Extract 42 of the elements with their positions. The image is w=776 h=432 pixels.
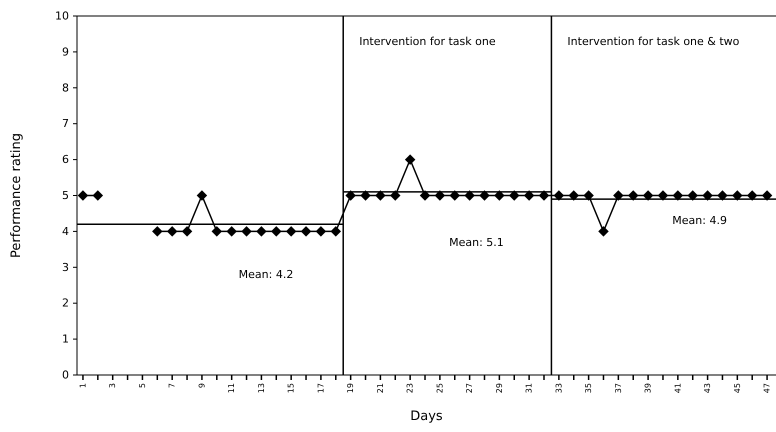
y-tick-label: 5 — [62, 189, 69, 202]
x-tick-label: 23 — [406, 383, 415, 394]
x-tick-label: 1 — [78, 383, 88, 388]
y-tick-label: 7 — [62, 117, 69, 130]
annotation: Mean: 5.1 — [449, 236, 504, 249]
y-tick-label: 10 — [55, 10, 69, 22]
y-tick-label: 2 — [62, 296, 69, 310]
ref-line-label: Intervention for task one & two — [567, 35, 740, 48]
annotation: Mean: 4.2 — [238, 268, 294, 282]
x-tick-label: 33 — [554, 383, 564, 394]
x-tick-label: 39 — [644, 383, 653, 394]
x-tick-label: 9 — [197, 383, 206, 388]
x-tick-label: 17 — [316, 383, 326, 394]
x-tick-label: 35 — [584, 383, 594, 394]
y-tick-label: 6 — [62, 153, 69, 166]
y-tick-label: 9 — [62, 45, 69, 58]
x-tick-label: 5 — [138, 383, 147, 388]
x-tick-label: 37 — [614, 383, 623, 394]
x-tick-label: 29 — [494, 383, 504, 394]
x-tick-label: 3 — [108, 383, 118, 388]
y-axis-title: Performance rating — [9, 132, 24, 258]
y-tick-label: 3 — [62, 260, 69, 274]
x-tick-label: 25 — [435, 383, 444, 394]
y-tick-label: 8 — [62, 81, 69, 94]
x-tick-label: 13 — [256, 383, 266, 394]
ref-line-label: Intervention for task one — [359, 35, 496, 48]
x-tick-label: 45 — [732, 383, 742, 394]
annotation: Mean: 4.9 — [672, 214, 727, 228]
x-tick-label: 7 — [168, 383, 177, 388]
y-tick-label: 0 — [62, 368, 69, 382]
x-tick-label: 31 — [524, 383, 534, 394]
x-tick-label: 41 — [673, 383, 682, 394]
x-tick-label: 47 — [762, 383, 772, 394]
x-axis-title: Days — [410, 409, 443, 424]
x-tick-label: 19 — [346, 383, 356, 394]
x-tick-label: 15 — [286, 383, 296, 394]
x-tick-label: 11 — [227, 383, 236, 394]
x-tick-label: 43 — [703, 383, 712, 394]
y-tick-label: 1 — [62, 332, 69, 346]
x-tick-label: 21 — [376, 383, 385, 394]
y-tick-label: 4 — [62, 224, 69, 238]
x-tick-label: 27 — [465, 383, 474, 394]
